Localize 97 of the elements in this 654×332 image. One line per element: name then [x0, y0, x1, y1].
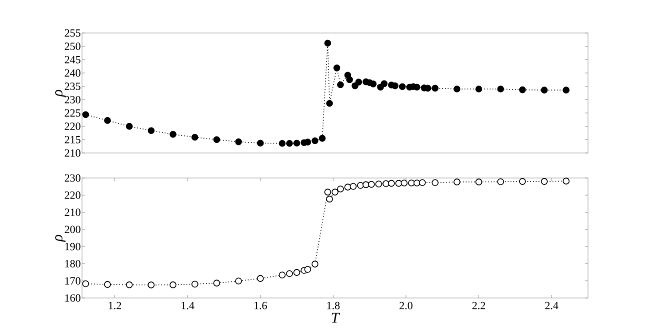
y-tick-label: 190 — [65, 242, 80, 250]
y-tick-label: 200 — [64, 226, 80, 234]
y-axis-title: ρ — [55, 234, 66, 242]
point — [286, 270, 293, 278]
x-tick-label: 2.2 — [472, 302, 486, 310]
point — [337, 186, 344, 192]
point — [398, 83, 406, 90]
point — [350, 183, 357, 190]
x-tick-label: 1.8 — [327, 302, 340, 310]
point — [475, 86, 482, 92]
y-axis-title: ρ — [55, 90, 66, 97]
point — [357, 182, 364, 189]
y-tick-label: 180 — [65, 260, 80, 268]
y-tick-label: 255 — [64, 29, 80, 37]
point — [82, 111, 90, 118]
point — [395, 180, 402, 187]
point — [82, 280, 90, 288]
point — [256, 140, 264, 147]
point — [337, 81, 344, 88]
point — [562, 86, 570, 94]
point — [213, 280, 220, 286]
point — [332, 188, 338, 196]
y-tick-label: 160 — [65, 294, 80, 302]
point — [235, 278, 242, 284]
point — [408, 180, 415, 186]
point — [414, 180, 420, 186]
point — [344, 184, 352, 190]
point — [388, 180, 395, 187]
point — [148, 282, 155, 288]
point — [191, 134, 198, 141]
y-tick-label: 230 — [64, 96, 80, 104]
point — [324, 188, 332, 196]
point — [355, 78, 362, 86]
point — [497, 86, 504, 92]
point — [519, 86, 526, 94]
y-tick-label: 235 — [64, 82, 80, 90]
y-tick-label: 230 — [64, 174, 80, 182]
point — [278, 272, 286, 278]
point — [326, 196, 333, 202]
point — [191, 280, 198, 288]
point — [312, 260, 318, 268]
point — [370, 80, 377, 88]
point — [392, 82, 398, 90]
point — [170, 130, 176, 138]
point — [540, 178, 548, 185]
x-tick-label: 2.0 — [400, 302, 412, 310]
point — [278, 140, 286, 147]
point — [414, 84, 420, 91]
point — [256, 275, 264, 282]
point — [326, 100, 333, 107]
point — [368, 180, 375, 188]
y-tick-label: 170 — [65, 277, 80, 285]
point — [519, 178, 526, 185]
x-tick-label: 1.6 — [254, 302, 267, 310]
point — [475, 178, 482, 186]
point — [126, 281, 133, 288]
point — [432, 84, 439, 92]
x-tick-label: 1.4 — [182, 302, 194, 310]
y-tick-label: 250 — [64, 42, 80, 50]
y-tick-label: 240 — [64, 69, 80, 77]
point — [312, 137, 318, 144]
point — [170, 281, 176, 288]
point — [324, 40, 332, 47]
point — [375, 180, 382, 188]
y-tick-label: 215 — [64, 136, 80, 144]
y-tick-label: 225 — [64, 109, 80, 117]
point — [293, 269, 300, 276]
point — [286, 140, 293, 147]
y-tick-label: 220 — [64, 122, 80, 130]
x-axis-title: T — [332, 312, 340, 323]
point — [432, 179, 439, 186]
point — [213, 136, 220, 144]
point — [346, 76, 353, 84]
point — [380, 80, 388, 88]
point — [104, 281, 111, 288]
x-tick-label: 1.2 — [108, 302, 122, 310]
point — [454, 178, 460, 186]
y-tick-label: 245 — [64, 56, 80, 64]
point — [497, 178, 504, 186]
point — [333, 64, 340, 72]
point — [148, 127, 155, 134]
y-tick-label: 220 — [64, 191, 80, 199]
point — [235, 138, 242, 146]
point — [562, 178, 570, 184]
point — [400, 180, 408, 186]
y-tick-label: 210 — [64, 208, 80, 216]
y-tick-label: 210 — [64, 149, 80, 157]
x-tick-label: 2.4 — [545, 302, 558, 310]
point — [418, 179, 426, 186]
point — [540, 86, 548, 94]
point — [293, 140, 300, 147]
point — [304, 266, 312, 273]
point — [126, 122, 133, 130]
point — [318, 134, 326, 142]
point — [454, 86, 460, 92]
point — [362, 181, 370, 188]
point — [104, 117, 111, 124]
